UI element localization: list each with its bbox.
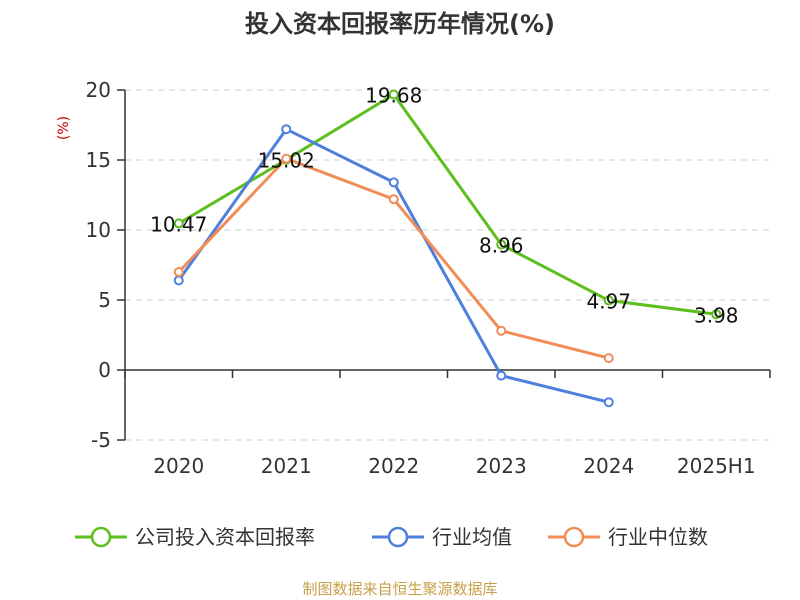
data-point xyxy=(496,239,507,250)
data-label: 3.98 xyxy=(694,303,739,327)
data-point xyxy=(711,309,722,320)
data-label: 10.47 xyxy=(150,212,207,236)
y-tick-label: 5 xyxy=(98,288,111,312)
legend-label: 行业中位数 xyxy=(608,525,708,549)
x-tick-label: 2024 xyxy=(583,454,634,478)
data-point xyxy=(388,89,399,100)
data-point xyxy=(281,153,292,164)
grid-lines xyxy=(125,89,770,441)
chart-title: 投入资本回报率历年情况(%) xyxy=(245,10,555,38)
data-labels: 10.47 15.02 19.68 8.96 4.97 3.98 xyxy=(150,83,738,327)
data-point xyxy=(603,353,614,364)
source-note: 制图数据来自恒生聚源数据库 xyxy=(302,580,497,598)
data-label: 19.68 xyxy=(365,83,422,107)
series-line-0 xyxy=(177,92,717,316)
data-point xyxy=(603,295,614,306)
legend-marker xyxy=(563,526,585,548)
data-point xyxy=(281,124,292,135)
y-tick-label: 20 xyxy=(86,78,111,102)
x-tick-label: 2020 xyxy=(153,454,204,478)
data-point xyxy=(173,267,184,277)
data-label: 4.97 xyxy=(586,289,631,313)
legend-label: 行业均值 xyxy=(432,525,512,549)
data-point xyxy=(603,397,614,408)
legend-marker xyxy=(90,526,112,548)
y-tick-label: -5 xyxy=(91,428,111,452)
x-tick-label: 2022 xyxy=(368,454,419,478)
x-tick-label: 2023 xyxy=(476,454,527,478)
data-point xyxy=(388,194,399,205)
legend: 公司投入资本回报率 行业均值 行业中位数 xyxy=(75,525,708,549)
y-axis-label: (%) xyxy=(56,116,72,140)
series-layer xyxy=(173,89,722,408)
data-point xyxy=(173,218,184,229)
legend-marker xyxy=(387,526,409,548)
y-tick-label: 10 xyxy=(86,218,111,242)
data-label: 8.96 xyxy=(479,234,524,258)
x-tick-label: 2021 xyxy=(261,454,312,478)
data-point xyxy=(496,370,507,381)
legend-label: 公司投入资本回报率 xyxy=(135,525,315,549)
data-point xyxy=(496,325,507,336)
data-label: 15.02 xyxy=(258,149,315,173)
data-point xyxy=(173,275,184,286)
y-tick-label: 15 xyxy=(86,148,111,172)
x-tick-label: 2025H1 xyxy=(677,454,756,478)
data-point xyxy=(388,177,399,188)
y-tick-label: 0 xyxy=(98,358,111,382)
